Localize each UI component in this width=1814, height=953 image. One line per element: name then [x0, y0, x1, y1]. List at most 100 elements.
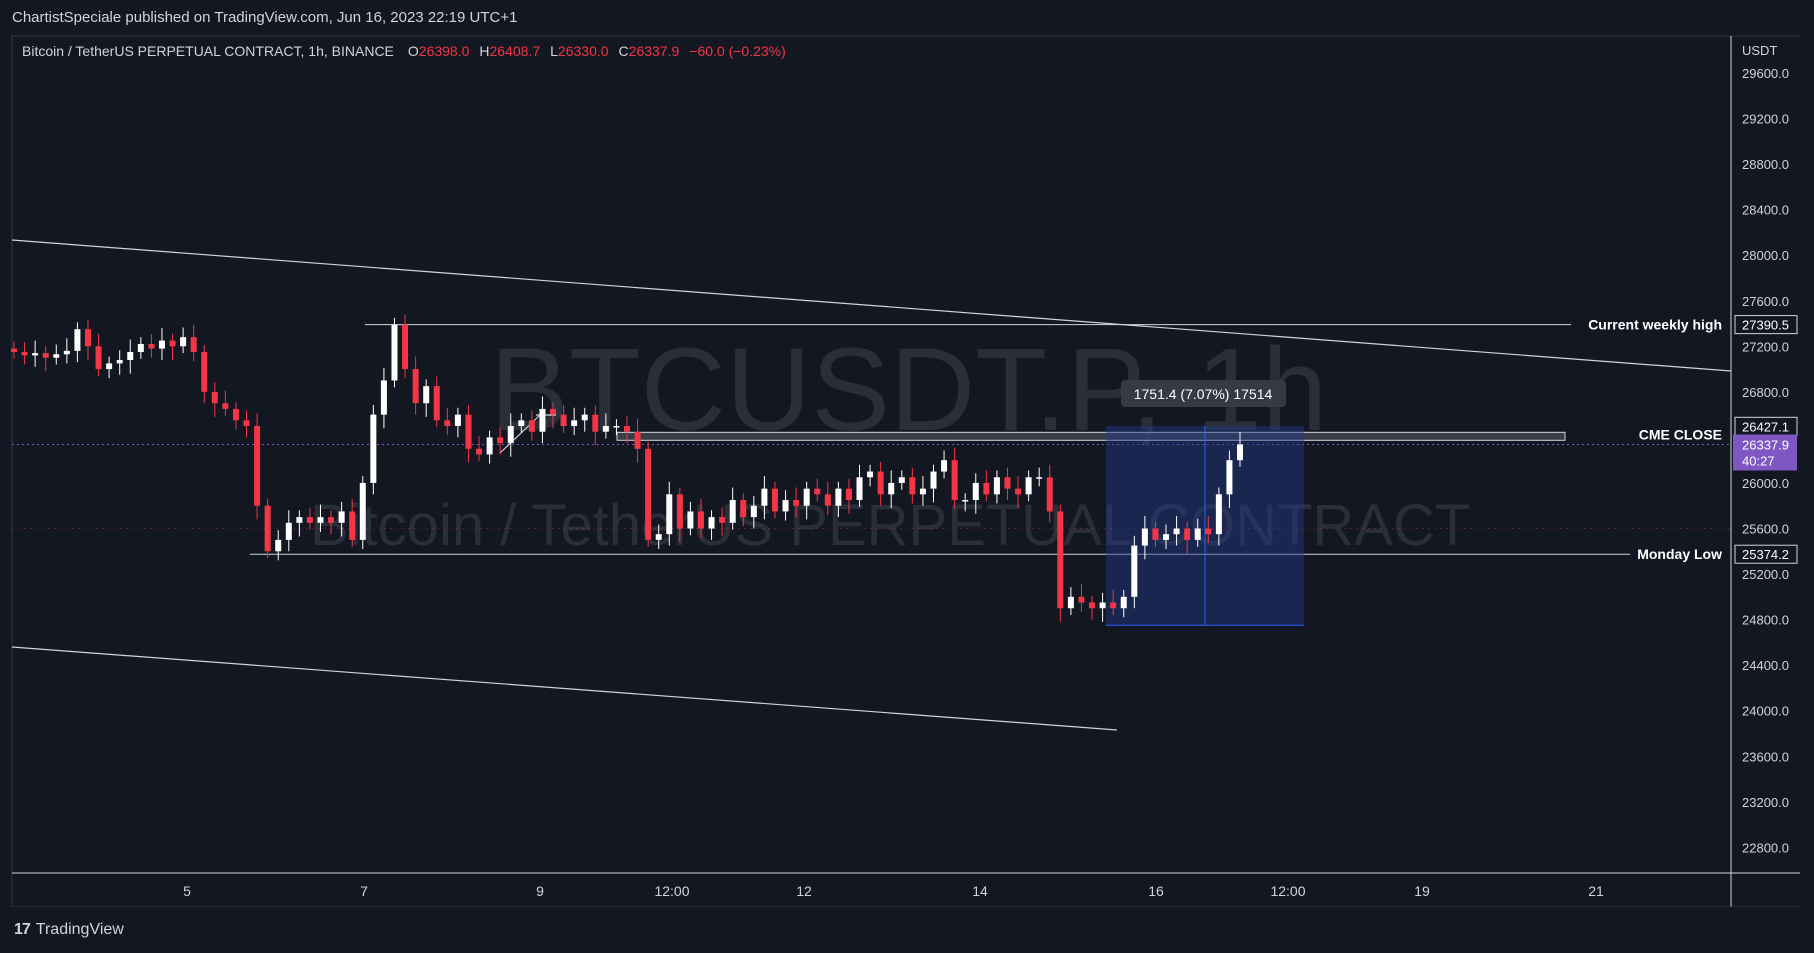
legend-high-label: H: [479, 43, 490, 59]
watermark-name: Bitcoin / TetherUS PERPETUAL CONTRACT: [310, 493, 1470, 558]
candle-body: [1226, 460, 1233, 495]
footer-brand[interactable]: TradingView: [35, 921, 124, 938]
candle-body: [592, 414, 599, 432]
candle-body: [983, 482, 990, 495]
candle-body: [232, 408, 239, 421]
candle-body: [930, 471, 937, 489]
footer: 17 TradingView: [0, 907, 1814, 953]
candle-body: [814, 488, 821, 495]
candle-body: [11, 348, 17, 352]
candle-body: [444, 420, 451, 427]
price-tick-label: 24000.0: [1742, 704, 1789, 719]
price-tags: 27390.5 26427.1 25374.2 26337.940:27: [1733, 315, 1798, 564]
candle-body: [254, 426, 261, 506]
cme-close-zone[interactable]: [616, 431, 1566, 441]
candle-body: [771, 488, 778, 512]
candle-countdown: 40:27: [1742, 453, 1775, 468]
candle-body: [539, 408, 546, 432]
price-tick-label: 25600.0: [1742, 522, 1789, 537]
current-price-tag: [1733, 434, 1797, 471]
time-tick-label: 9: [536, 883, 544, 899]
legend-low-label: L: [550, 43, 558, 59]
legend-open-value: 26398.0: [418, 43, 470, 59]
candle-body: [719, 517, 726, 523]
price-tick-label: 26000.0: [1742, 476, 1789, 491]
candle-body: [21, 351, 28, 356]
price-axis-currency: USDT: [1742, 43, 1777, 58]
candle-body: [624, 426, 630, 432]
candle-body: [867, 471, 874, 478]
candle-body: [835, 488, 842, 506]
time-tick-label: 7: [360, 883, 368, 899]
channel-upper-line[interactable]: [11, 239, 1732, 372]
candle-body: [793, 500, 800, 506]
candle-body: [454, 414, 461, 427]
legend-symbol[interactable]: Bitcoin / TetherUS PERPETUAL CONTRACT, 1…: [22, 43, 394, 59]
candle-body: [845, 488, 852, 501]
monday-low-label: Monday Low: [1637, 546, 1722, 562]
price-tick-label: 29600.0: [1742, 66, 1789, 81]
legend-close-label: C: [618, 43, 629, 59]
candle-body: [380, 380, 387, 415]
price-tag-box: [1734, 544, 1798, 564]
candle-body: [740, 500, 747, 518]
candle-body: [1120, 596, 1127, 609]
candle-body: [581, 414, 588, 421]
legend-close-value: 26337.9: [628, 43, 680, 59]
candle-body: [42, 353, 49, 358]
candle-body: [993, 477, 1000, 495]
candle-body: [1078, 596, 1085, 603]
time-tick-label: 12: [796, 883, 812, 899]
candle-body: [1025, 477, 1032, 495]
candle-body: [296, 517, 303, 523]
candle-body: [1036, 477, 1043, 479]
published-line: ChartistSpeciale published on TradingVie…: [0, 0, 1814, 36]
price-tick-label: 27200.0: [1742, 339, 1789, 354]
price-tick-label: 23200.0: [1742, 795, 1789, 810]
candle-body: [1015, 488, 1022, 495]
candle-body: [1163, 534, 1170, 540]
price-tick-label: 24800.0: [1742, 613, 1789, 628]
price-tick-label: 29200.0: [1742, 112, 1789, 127]
candle-body: [53, 354, 60, 358]
candle-body: [941, 460, 948, 472]
candle-body: [655, 534, 662, 540]
time-tick-label: 12:00: [1270, 883, 1305, 899]
candles-layer: [11, 314, 1243, 622]
price-chart[interactable]: BTCUSDT.P, 1h Bitcoin / TetherUS PERPETU…: [0, 0, 1814, 907]
candle-body: [95, 346, 102, 370]
price-tag-value: 26427.1: [1742, 419, 1789, 434]
price-tick-label: 28000.0: [1742, 248, 1789, 263]
legend-open-label: O: [407, 43, 419, 59]
candle-body: [888, 482, 895, 495]
current-price-value: 26337.9: [1742, 437, 1789, 452]
price-tick-label: 22800.0: [1742, 840, 1789, 855]
price-tag-box: [1734, 315, 1798, 335]
candle-body: [74, 329, 81, 351]
time-tick-label: 12:00: [654, 883, 689, 899]
candle-body: [476, 448, 483, 455]
candle-body: [676, 494, 683, 529]
candle-body: [1004, 477, 1011, 489]
time-tick-label: 14: [972, 883, 988, 899]
candle-body: [63, 350, 70, 355]
candle-body: [285, 522, 292, 540]
price-axis[interactable]: 29600.0 29200.0 28800.0 28400.0 28000.0 27600…: [1742, 66, 1789, 855]
candle-body: [264, 505, 271, 552]
candle-body: [687, 511, 694, 529]
candle-body: [148, 344, 155, 349]
candle-body: [497, 437, 504, 444]
time-axis[interactable]: 5 7 9 12:00 12 14 16 12:00 19 21: [183, 883, 1604, 899]
candle-body: [1173, 528, 1180, 535]
candle-body: [528, 420, 535, 432]
channel-lower-line[interactable]: [11, 646, 1118, 731]
candle-body: [1194, 528, 1201, 540]
price-tick-label: 23600.0: [1742, 749, 1789, 764]
candle-body: [1067, 596, 1074, 609]
candle-body: [550, 408, 557, 415]
candle-body: [1057, 511, 1064, 609]
tradingview-logo-icon[interactable]: 17: [14, 921, 31, 938]
candle-body: [951, 460, 958, 501]
candle-body: [190, 337, 197, 352]
candle-body: [571, 420, 578, 427]
